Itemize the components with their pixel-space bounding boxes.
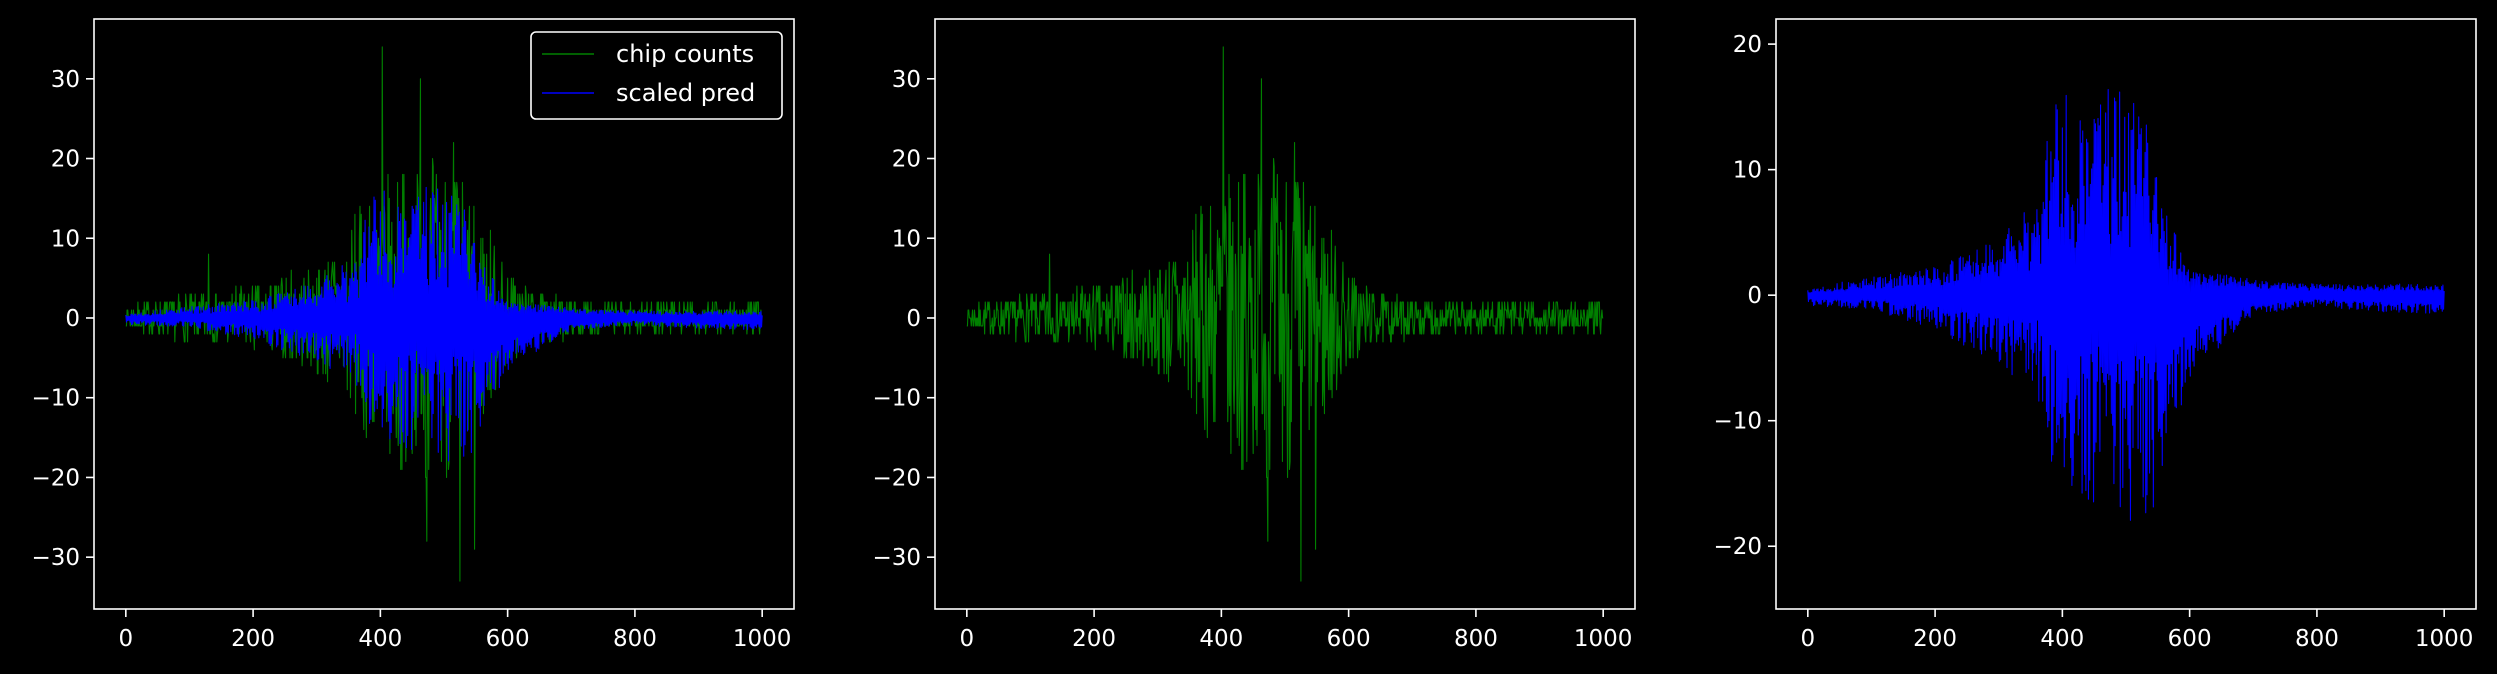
plot-frame — [934, 18, 1636, 610]
x-tick-label: 0 — [118, 626, 133, 652]
y-tick-label: 0 — [1747, 283, 1762, 309]
x-tick-label: 400 — [358, 626, 402, 652]
plot-frame — [1775, 18, 2477, 610]
y-tick-label: 0 — [65, 306, 80, 332]
x-tick-label: 800 — [2295, 626, 2339, 652]
legend-label-scaled-pred: scaled pred — [616, 79, 755, 107]
x-tick-label: 800 — [1454, 626, 1498, 652]
y-tick-label: 10 — [892, 226, 921, 252]
y-tick-label: 30 — [51, 67, 80, 93]
y-tick-label: 0 — [906, 306, 921, 332]
chart-panel-2: 0 200 400 600 800 1000 −30 −20 −10 0 10 20 30 — [872, 18, 1636, 652]
legend-label-chip-counts: chip counts — [616, 40, 754, 68]
x-tick-label: 200 — [1072, 626, 1116, 652]
x-tick-label: 1000 — [2415, 626, 2474, 652]
y-tick-label: −30 — [872, 545, 921, 571]
y-tick-label: −10 — [1713, 409, 1762, 435]
y-tick-label: −20 — [872, 465, 921, 491]
y-tick-label: 30 — [892, 67, 921, 93]
y-tick-label: 20 — [1733, 32, 1762, 58]
x-tick-label: 600 — [2168, 626, 2212, 652]
x-tick-label: 600 — [1327, 626, 1371, 652]
x-tick-label: 200 — [1913, 626, 1957, 652]
x-tick-label: 400 — [1199, 626, 1243, 652]
x-tick-label: 1000 — [733, 626, 792, 652]
y-tick-label: 10 — [51, 226, 80, 252]
chart-panel-3: 0 200 400 600 800 1000 −20 −10 0 10 20 — [1713, 18, 2477, 652]
y-tick-label: −20 — [1713, 534, 1762, 560]
x-tick-label: 0 — [959, 626, 974, 652]
x-tick-label: 800 — [613, 626, 657, 652]
y-tick-label: 10 — [1733, 158, 1762, 184]
y-tick-label: 20 — [51, 147, 80, 173]
x-tick-label: 0 — [1800, 626, 1815, 652]
legend: chip counts scaled pred — [530, 31, 783, 120]
y-tick-label: −30 — [31, 545, 80, 571]
x-tick-label: 600 — [486, 626, 530, 652]
series-line-chip-counts — [966, 46, 1604, 582]
x-tick-label: 1000 — [1574, 626, 1633, 652]
chart-panel-1: 0 200 400 600 800 1000 −30 −20 −10 0 10 20 30 — [31, 18, 795, 652]
y-tick-label: −10 — [872, 386, 921, 412]
series-line-scaled-pred — [1807, 89, 2445, 521]
x-tick-label: 400 — [2040, 626, 2084, 652]
series-line-scaled-pred — [125, 186, 763, 462]
x-tick-label: 200 — [231, 626, 275, 652]
y-tick-label: −20 — [31, 465, 80, 491]
y-tick-label: 20 — [892, 147, 921, 173]
y-tick-label: −10 — [31, 386, 80, 412]
plot-frame — [93, 18, 795, 610]
